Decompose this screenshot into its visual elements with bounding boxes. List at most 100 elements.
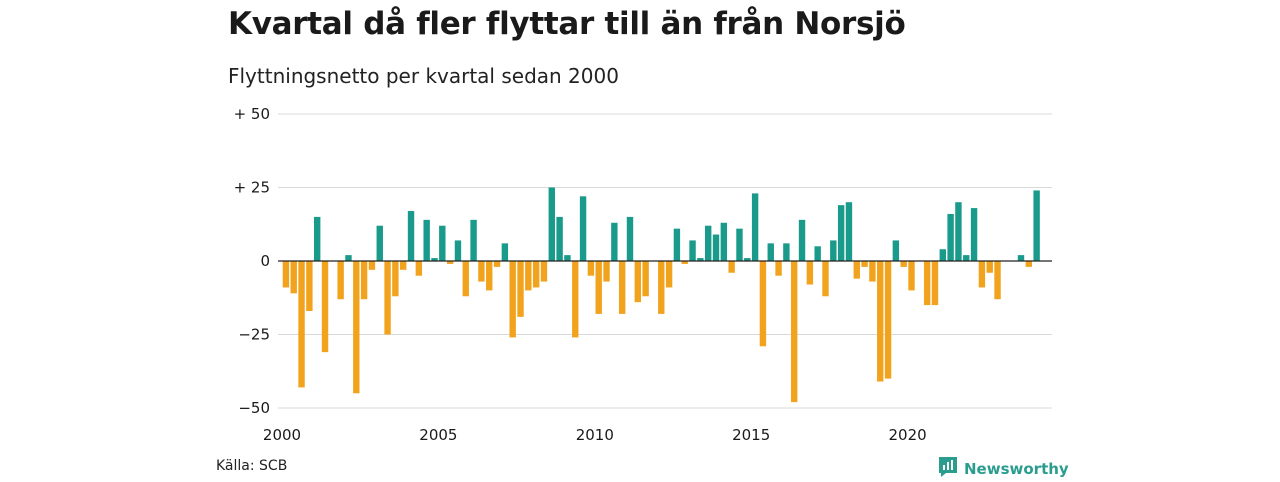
bar-2007-q4: [525, 261, 532, 291]
bar-2007-q3: [517, 261, 524, 317]
bar-2003-q2: [384, 261, 391, 335]
bar-2003-q3: [392, 261, 399, 297]
bar-2005-q1: [439, 225, 446, 261]
bar-2016-q1: [783, 243, 790, 261]
y-tick-label: 0: [260, 252, 270, 270]
bar-2014-q2: [728, 261, 735, 273]
bar-2002-q2: [353, 261, 360, 394]
bar-2004-q1: [407, 211, 415, 261]
bar-2008-q1: [532, 261, 540, 288]
bar-2017-q3: [830, 240, 837, 261]
bar-2012-q2: [665, 261, 673, 288]
bar-2022-q2: [978, 261, 986, 288]
bar-2020-q1: [908, 261, 915, 291]
chart-subtitle: Flyttningsnetto per kvartal sedan 2000: [228, 64, 619, 88]
bar-2013-q1: [689, 240, 696, 261]
bar-2015-q2: [759, 261, 767, 347]
bar-2009-q2: [572, 261, 579, 338]
bar-2018-q2: [853, 261, 860, 279]
bar-2017-q4: [837, 205, 845, 261]
y-tick-label: −50: [238, 399, 270, 417]
bar-2010-q2: [603, 261, 610, 282]
bar-2013-q3: [704, 225, 712, 261]
bar-2012-q3: [673, 228, 681, 261]
bar-2000-q1: [282, 261, 290, 288]
x-tick-label: 2015: [732, 426, 770, 444]
bars: [282, 187, 1040, 403]
bar-2021-q3: [955, 202, 962, 261]
bar-2008-q4: [556, 216, 563, 261]
bar-2023-q3: [1017, 255, 1025, 261]
bar-2021-q2: [947, 213, 954, 261]
bar-2012-q4: [681, 261, 688, 264]
bar-2012-q1: [658, 261, 665, 314]
bar-2013-q2: [697, 258, 704, 261]
bar-2014-q1: [720, 222, 728, 261]
bar-2002-q4: [368, 261, 376, 270]
bar-2018-q1: [845, 202, 853, 261]
bar-2016-q4: [806, 261, 814, 285]
x-tick-label: 2010: [576, 426, 614, 444]
bar-2009-q4: [587, 261, 595, 276]
brand-logo[interactable]: Newsworthy: [938, 456, 1069, 482]
bar-2015-q1: [751, 193, 759, 261]
bar-2000-q3: [298, 261, 305, 388]
bar-2006-q4: [493, 261, 501, 267]
bar-2002-q1: [345, 255, 352, 261]
chart-title: Kvartal då fler flyttar till än från Nor…: [228, 6, 906, 42]
bar-2005-q3: [454, 240, 462, 261]
x-tick-label: 2000: [263, 426, 301, 444]
y-tick-label: + 50: [234, 105, 270, 123]
bar-2019-q4: [900, 261, 907, 267]
bar-2010-q1: [595, 261, 602, 314]
bar-2017-q2: [822, 261, 829, 297]
bar-2006-q1: [470, 219, 477, 261]
bar-2016-q3: [798, 219, 806, 261]
bar-2019-q3: [892, 240, 900, 261]
bar-2014-q3: [736, 228, 743, 261]
bar-2006-q2: [478, 261, 485, 282]
bar-2001-q1: [313, 216, 321, 261]
bar-2003-q4: [400, 261, 407, 270]
bar-2002-q3: [360, 261, 368, 300]
bar-2005-q2: [446, 261, 454, 264]
bar-2008-q2: [540, 261, 548, 282]
bar-2010-q3: [611, 222, 618, 261]
bar-2013-q4: [712, 234, 720, 261]
bar-2019-q2: [884, 261, 892, 379]
bar-2014-q4: [744, 258, 751, 261]
bar-2022-q4: [994, 261, 1001, 300]
bar-2022-q3: [986, 261, 993, 273]
bar-2009-q3: [579, 196, 587, 261]
bar-2008-q3: [548, 187, 555, 261]
bar-2022-q1: [970, 208, 978, 261]
bar-2024-q1: [1033, 190, 1040, 261]
newsworthy-logo-icon: [938, 456, 958, 482]
x-tick-label: 2005: [419, 426, 457, 444]
bar-2004-q4: [431, 258, 438, 261]
bar-2000-q2: [290, 261, 297, 294]
bar-2006-q3: [486, 261, 493, 291]
bar-2011-q3: [642, 261, 649, 297]
bar-2010-q4: [618, 261, 626, 314]
bar-2011-q2: [634, 261, 642, 303]
y-tick-label: + 25: [234, 179, 270, 197]
bar-2023-q4: [1025, 261, 1033, 267]
grid-lines: [278, 113, 1052, 409]
bar-2009-q1: [564, 255, 571, 261]
bar-2018-q3: [861, 261, 868, 267]
bar-2005-q4: [462, 261, 469, 297]
bar-2000-q4: [306, 261, 313, 311]
source-note: Källa: SCB: [216, 458, 288, 474]
y-tick-label: −25: [238, 326, 270, 344]
bar-2003-q1: [376, 225, 383, 261]
x-axis-tick-labels: 2000 2005 2010 2015 2020: [263, 426, 927, 444]
bar-2007-q1: [501, 243, 509, 261]
bar-2004-q3: [423, 219, 430, 261]
bar-2019-q1: [877, 261, 884, 382]
bar-2020-q3: [923, 261, 931, 306]
bar-2015-q3: [767, 243, 774, 261]
bar-2020-q4: [931, 261, 939, 306]
bar-2017-q1: [814, 246, 821, 261]
